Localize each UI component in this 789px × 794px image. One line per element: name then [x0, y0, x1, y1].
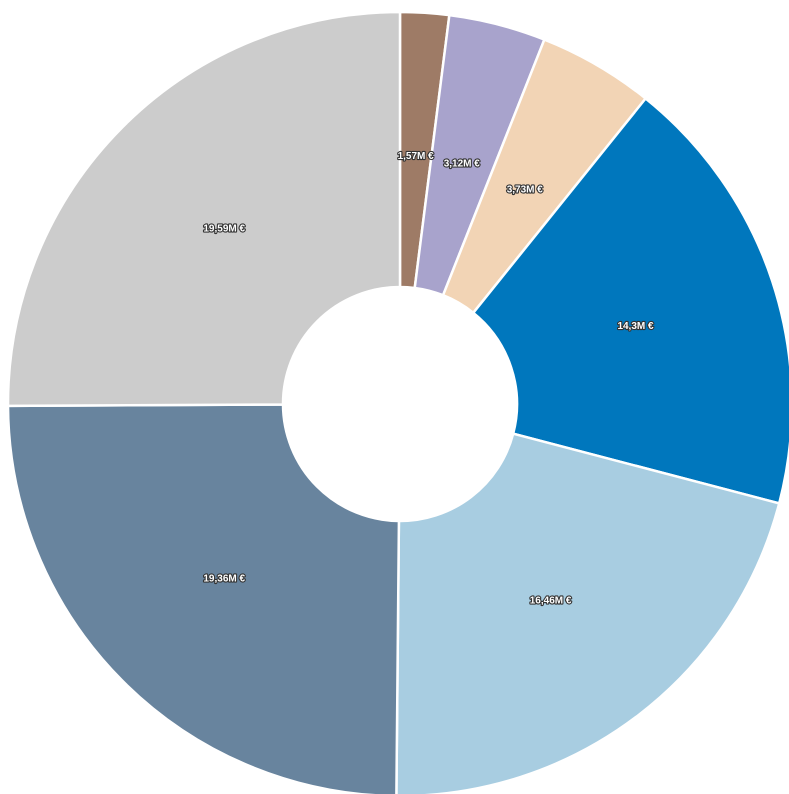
data-label: 19,36M € — [203, 574, 245, 585]
pie-slice[interactable] — [6, 403, 401, 794]
pie-slice[interactable] — [6, 10, 402, 408]
pie-slice[interactable] — [395, 432, 781, 794]
data-label: 19,59M € — [203, 224, 245, 235]
data-label: 3,73M € — [507, 184, 544, 195]
slices-layer — [6, 10, 789, 794]
data-label: 14,3M € — [617, 321, 654, 332]
data-label: 1,57M € — [398, 151, 435, 162]
data-label: 3,12M € — [444, 158, 481, 169]
data-labels-layer: 1,57M € 3,12M € 3,73M € 14,3M € 16,46M € 19,3… — [202, 150, 655, 608]
pie-slice[interactable] — [471, 96, 789, 505]
data-label: 16,46M € — [530, 596, 572, 607]
